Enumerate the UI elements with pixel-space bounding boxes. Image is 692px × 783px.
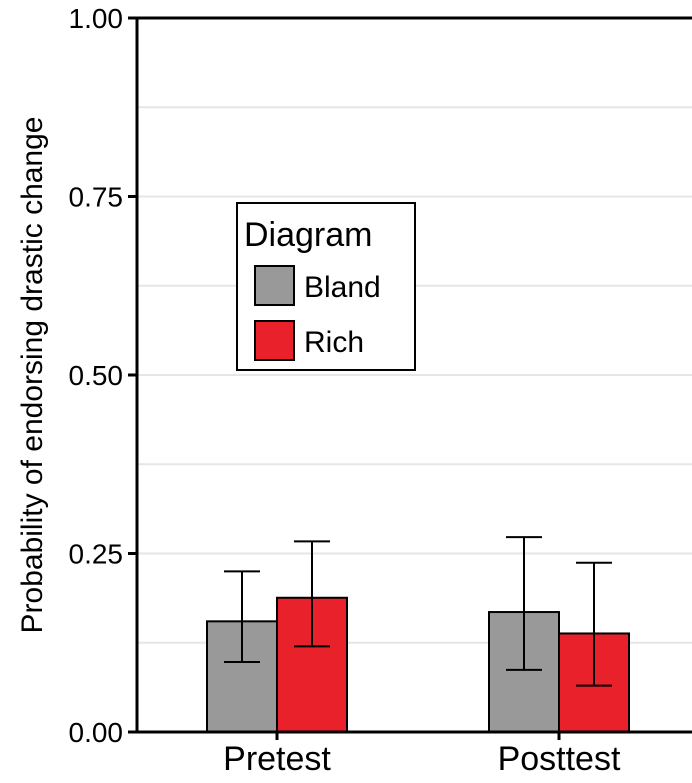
y-tick-label: 0.50 [69,360,124,391]
y-tick-label: 0.75 [69,182,124,213]
x-ticks: Pretest Posttest [223,732,621,778]
x-tick-label: Posttest [498,740,621,778]
error-bars [224,536,612,687]
y-tick-label: 1.00 [69,3,124,34]
x-tick-label: Pretest [223,740,331,778]
y-ticks: 0.00 0.25 0.50 0.75 1.00 [69,3,137,748]
legend: Diagram Bland Rich [236,202,416,371]
y-tick-label: 0.00 [69,717,124,748]
legend-label-rich: Rich [304,326,364,359]
y-tick-label: 0.25 [69,539,124,570]
legend-swatch-rich [254,320,295,361]
legend-swatch-bland [254,265,295,306]
legend-title: Diagram [244,216,372,254]
legend-label-bland: Bland [304,271,381,304]
bars [206,596,630,734]
y-axis-title: Probability of endorsing drastic change [16,117,49,634]
